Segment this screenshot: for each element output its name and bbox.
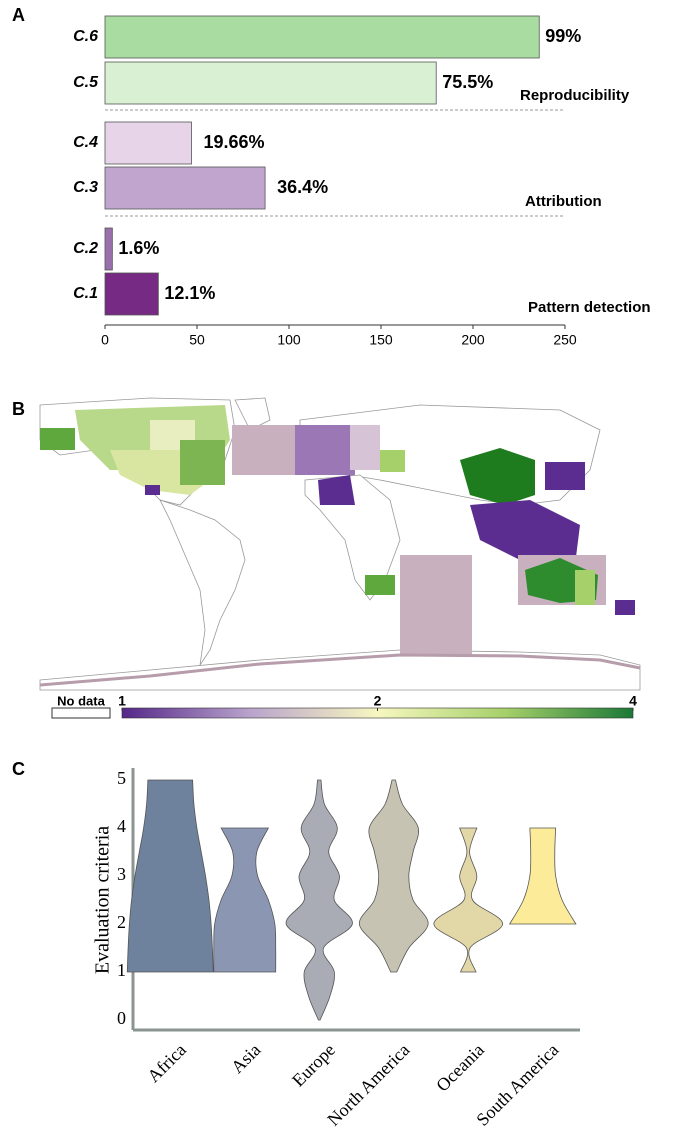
y-tick-label: 3 [117, 864, 126, 884]
x-tick-label: 200 [461, 332, 485, 348]
group-label: Attribution [525, 193, 602, 210]
violin [433, 827, 504, 973]
value-label: 75.5% [442, 72, 493, 92]
y-tick-label: 5 [117, 768, 126, 788]
panel-label: B [12, 399, 25, 419]
x-tick-label: 50 [189, 332, 205, 348]
violin [508, 827, 577, 925]
bar [104, 166, 266, 210]
y-tick-label: 0 [117, 1008, 126, 1028]
value-label: 19.66% [203, 132, 264, 152]
x-tick-label: Asia [227, 1040, 264, 1077]
violin [126, 779, 214, 973]
bar [104, 227, 113, 271]
y-tick-label: 1 [117, 960, 126, 980]
x-tick-label: 100 [277, 332, 301, 348]
value-label: 36.4% [277, 177, 328, 197]
y-tick-label: 4 [117, 816, 126, 836]
category-label: C.1 [73, 285, 98, 302]
x-tick-label: 250 [553, 332, 577, 348]
category-label: C.6 [73, 28, 98, 45]
x-tick-label: Europe [288, 1040, 339, 1091]
no-data-label: No data [57, 693, 105, 708]
category-label: C.3 [73, 179, 98, 196]
colorbar-tick-label: 4 [629, 693, 637, 709]
y-tick-label: 2 [117, 912, 126, 932]
no-data-swatch [51, 707, 111, 719]
y-axis-label: Evaluation criteria [92, 826, 114, 974]
bar [104, 15, 540, 59]
value-label: 12.1% [164, 283, 215, 303]
violin [213, 827, 277, 973]
violin [358, 779, 429, 973]
x-tick-label: 0 [101, 332, 109, 348]
colorbar-tick-label: 2 [374, 693, 382, 709]
group-label: Pattern detection [528, 299, 651, 316]
category-label: C.2 [73, 240, 98, 257]
bar [104, 121, 192, 165]
x-tick-label: 150 [369, 332, 393, 348]
violin [285, 779, 353, 1021]
bar [104, 61, 437, 105]
group-label: Reproducibility [520, 87, 630, 104]
panel-label: A [12, 5, 25, 25]
value-label: 99% [545, 26, 581, 46]
category-label: C.5 [73, 74, 99, 91]
bar [104, 272, 159, 316]
value-label: 1.6% [118, 238, 159, 258]
x-tick-label: Oceania [432, 1040, 488, 1096]
category-label: C.4 [73, 134, 98, 151]
map-regions [39, 405, 641, 687]
colorbar-tick-label: 1 [118, 693, 126, 709]
panel-label: C [12, 759, 25, 779]
x-tick-label: Africa [143, 1040, 190, 1087]
